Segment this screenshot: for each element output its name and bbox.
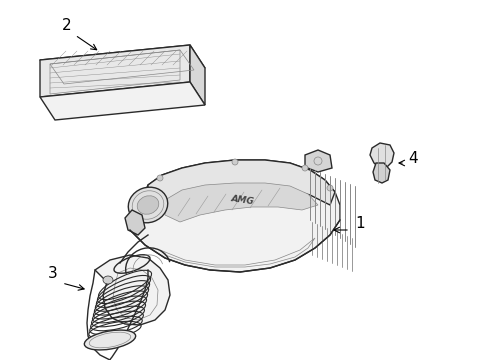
Text: 3: 3 bbox=[48, 266, 58, 281]
Polygon shape bbox=[305, 150, 331, 172]
Polygon shape bbox=[130, 170, 339, 272]
Text: 2: 2 bbox=[62, 18, 71, 33]
Polygon shape bbox=[164, 183, 317, 222]
Text: 1: 1 bbox=[354, 216, 364, 231]
Polygon shape bbox=[40, 45, 204, 83]
Polygon shape bbox=[40, 82, 204, 120]
Text: 4: 4 bbox=[407, 151, 417, 166]
Polygon shape bbox=[148, 160, 334, 220]
Ellipse shape bbox=[128, 187, 167, 223]
Ellipse shape bbox=[84, 330, 135, 350]
Ellipse shape bbox=[103, 276, 113, 284]
Polygon shape bbox=[372, 163, 389, 183]
Polygon shape bbox=[190, 45, 204, 105]
Text: AMG: AMG bbox=[229, 194, 254, 206]
Polygon shape bbox=[95, 255, 170, 325]
Ellipse shape bbox=[231, 159, 238, 165]
Ellipse shape bbox=[157, 175, 163, 181]
Polygon shape bbox=[130, 160, 334, 225]
Ellipse shape bbox=[302, 165, 307, 171]
Polygon shape bbox=[369, 143, 393, 168]
Ellipse shape bbox=[137, 196, 159, 214]
Ellipse shape bbox=[326, 185, 332, 191]
Polygon shape bbox=[125, 210, 145, 235]
Polygon shape bbox=[40, 45, 190, 97]
